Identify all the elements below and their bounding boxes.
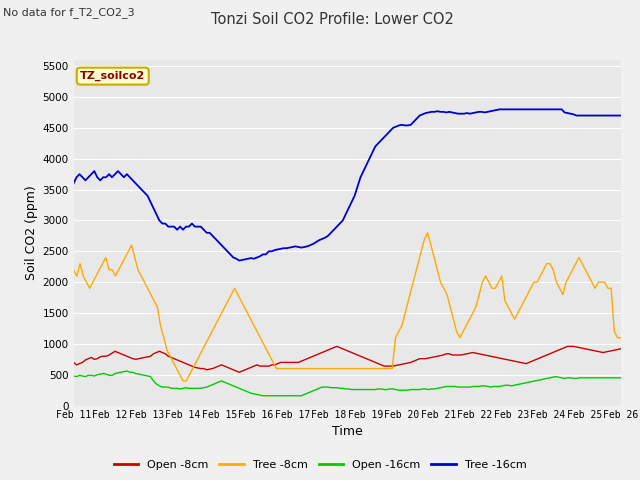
Text: TZ_soilco2: TZ_soilco2 <box>80 71 145 81</box>
Legend: Open -8cm, Tree -8cm, Open -16cm, Tree -16cm: Open -8cm, Tree -8cm, Open -16cm, Tree -… <box>109 456 531 474</box>
Text: Tonzi Soil CO2 Profile: Lower CO2: Tonzi Soil CO2 Profile: Lower CO2 <box>211 12 454 27</box>
Text: No data for f_T2_CO2_3: No data for f_T2_CO2_3 <box>3 7 135 18</box>
Y-axis label: Soil CO2 (ppm): Soil CO2 (ppm) <box>26 185 38 280</box>
X-axis label: Time: Time <box>332 425 363 438</box>
